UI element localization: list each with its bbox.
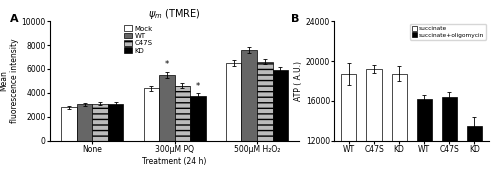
- X-axis label: Treatment (24 h): Treatment (24 h): [142, 157, 207, 166]
- Bar: [417, 99, 432, 176]
- Y-axis label: Mean
fluorescence intensity: Mean fluorescence intensity: [0, 39, 18, 123]
- Bar: [190, 96, 206, 141]
- Bar: [366, 69, 382, 176]
- Y-axis label: ATP ( A.U.): ATP ( A.U.): [294, 61, 303, 101]
- Bar: [77, 104, 92, 141]
- Bar: [175, 86, 190, 141]
- Title: $\psi_m$ (TMRE): $\psi_m$ (TMRE): [148, 7, 201, 21]
- Text: A: A: [10, 14, 18, 24]
- Legend: succinate, succinate+oligomycin: succinate, succinate+oligomycin: [410, 24, 486, 40]
- Text: *: *: [196, 82, 200, 91]
- Bar: [159, 75, 175, 141]
- Legend: Mock, WT, C47S, KD: Mock, WT, C47S, KD: [123, 25, 153, 54]
- Bar: [392, 74, 407, 176]
- Bar: [108, 104, 123, 141]
- Bar: [144, 88, 159, 141]
- Bar: [92, 104, 108, 141]
- Bar: [257, 62, 272, 141]
- Text: B: B: [291, 14, 299, 24]
- Bar: [61, 107, 77, 141]
- Bar: [341, 74, 356, 176]
- Text: *: *: [165, 61, 169, 70]
- Bar: [226, 63, 242, 141]
- Bar: [467, 126, 482, 176]
- Bar: [242, 50, 257, 141]
- Bar: [442, 97, 457, 176]
- Bar: [272, 70, 288, 141]
